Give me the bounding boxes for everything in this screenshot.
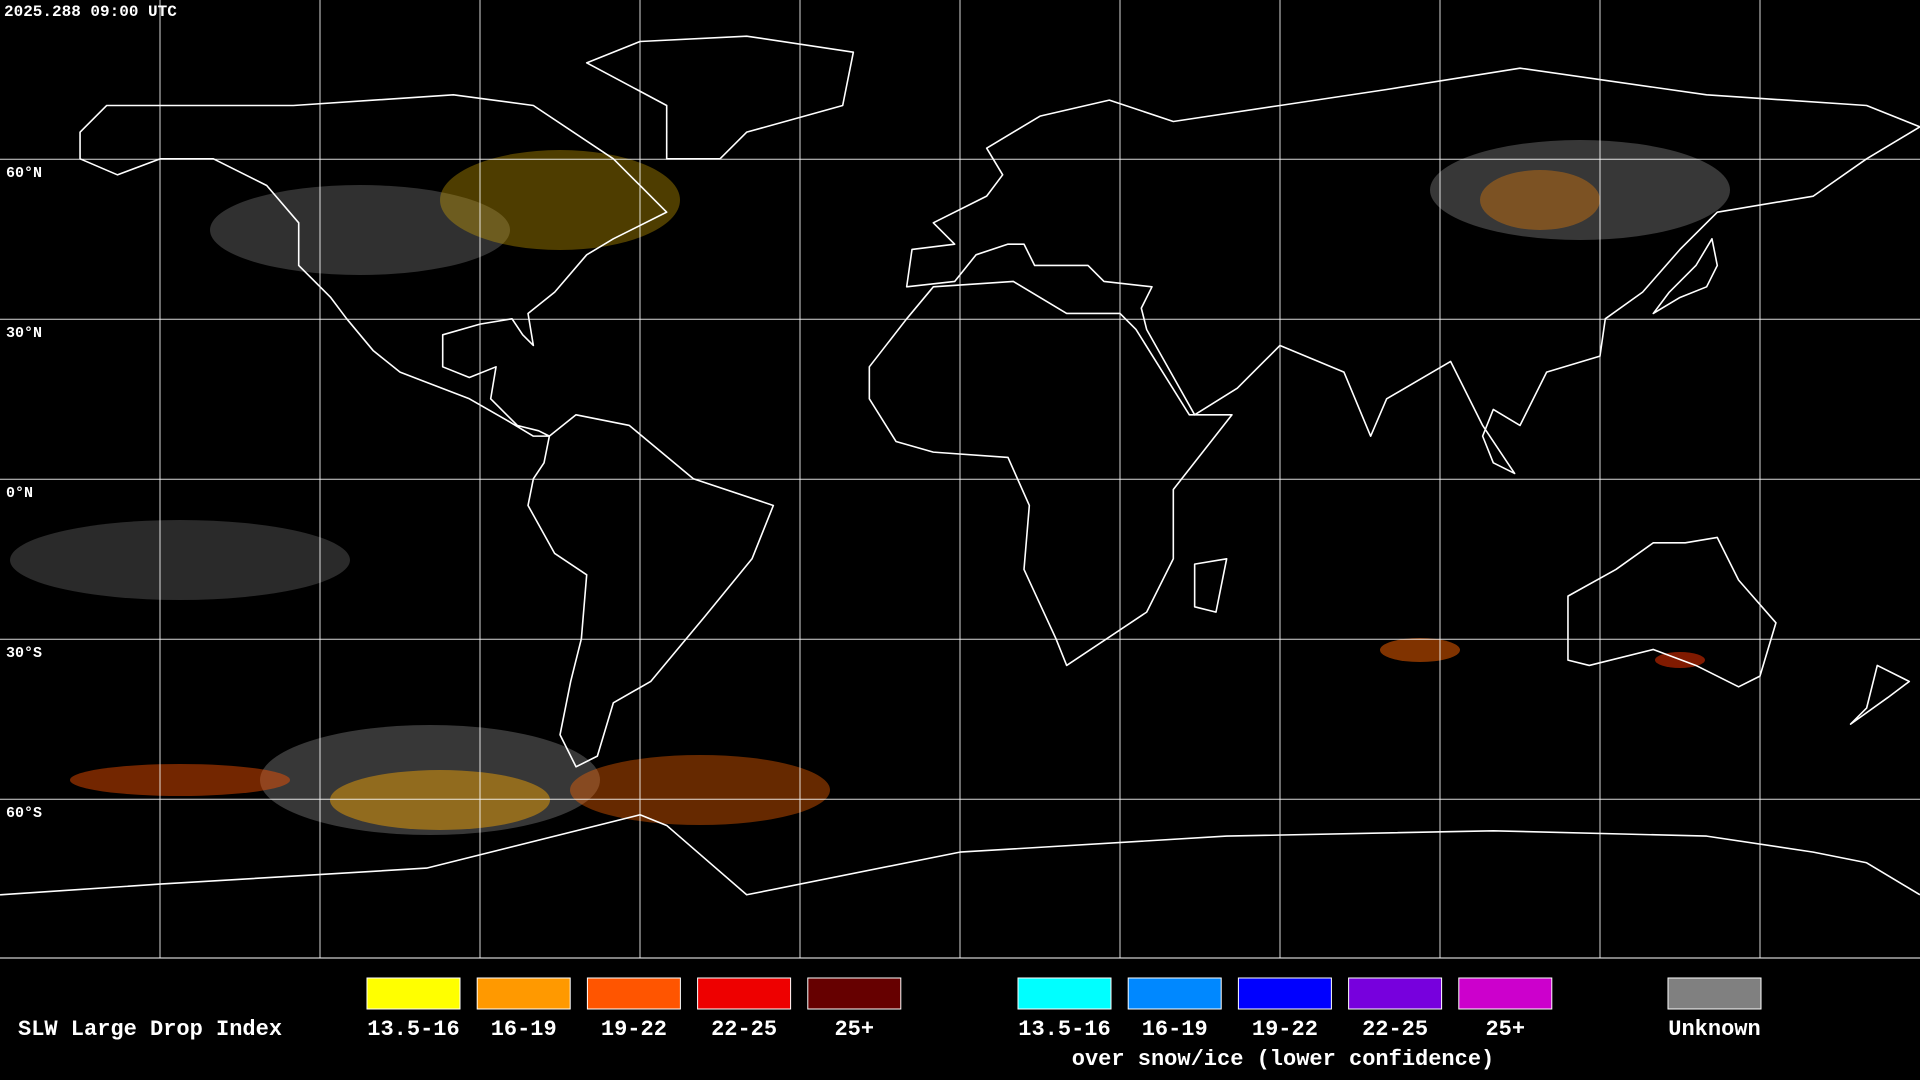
latitude-label: 60°S (6, 805, 42, 822)
legend-swatch (1348, 977, 1443, 1010)
slw-area (1480, 170, 1600, 230)
eurasia (907, 68, 1920, 473)
unknown-area (1430, 140, 1730, 240)
legend-label: 16-19 (1142, 1017, 1208, 1042)
legend-swatch (366, 977, 461, 1010)
legend-label: 19-22 (601, 1017, 667, 1042)
cloud-retrievals (10, 140, 1730, 835)
legend-label: 25+ (834, 1017, 874, 1042)
legend-label: 22-25 (711, 1017, 777, 1042)
legend: 13.5-16 16-19 19-22 22-25 25+ 13.5-16 16-19 19-… (366, 977, 1762, 1042)
latitude-label: 0°N (6, 485, 33, 502)
legend-label: 16-19 (491, 1017, 557, 1042)
latitude-label: 60°N (6, 165, 42, 182)
legend-swatch (807, 977, 902, 1010)
legend-title: SLW Large Drop Index (18, 1017, 282, 1042)
legend-label: 25+ (1485, 1017, 1525, 1042)
north-america (80, 95, 667, 436)
new-zealand (1851, 665, 1910, 724)
legend-swatch (1667, 977, 1762, 1010)
legend-swatch (1127, 977, 1222, 1010)
coastlines (0, 36, 1920, 895)
legend-swatch (1017, 977, 1112, 1010)
legend-label: 22-25 (1362, 1017, 1428, 1042)
legend-swatch (586, 977, 681, 1010)
legend-label: Unknown (1668, 1017, 1760, 1042)
legend-swatch (1237, 977, 1332, 1010)
latitude-label: 30°N (6, 325, 42, 342)
graticule (0, 0, 1920, 958)
australia (1568, 537, 1776, 686)
legend-swatch (1458, 977, 1553, 1010)
slw-area (570, 755, 830, 825)
legend-swatch (697, 977, 792, 1010)
legend-label: 13.5-16 (1018, 1017, 1110, 1042)
timestamp: 2025.288 09:00 UTC (4, 3, 177, 21)
madagascar (1195, 559, 1227, 612)
legend-label: 19-22 (1252, 1017, 1318, 1042)
south-america (528, 415, 773, 767)
antarctica (0, 815, 1920, 895)
legend-label: 13.5-16 (367, 1017, 459, 1042)
latitude-label: 30°S (6, 645, 42, 662)
slw-area (440, 150, 680, 250)
latitude-labels: 60°N 30°N 0°N 30°S 60°S (6, 165, 42, 822)
africa (869, 281, 1232, 665)
legend-swatch (476, 977, 571, 1010)
unknown-area (10, 520, 350, 600)
greenland (587, 36, 854, 159)
snow-caption: over snow/ice (lower confidence) (1072, 1047, 1494, 1072)
slw-area (70, 764, 290, 796)
japan (1653, 239, 1717, 314)
unknown-area (260, 725, 600, 835)
slw-area (330, 770, 550, 830)
slw-area (1380, 638, 1460, 662)
